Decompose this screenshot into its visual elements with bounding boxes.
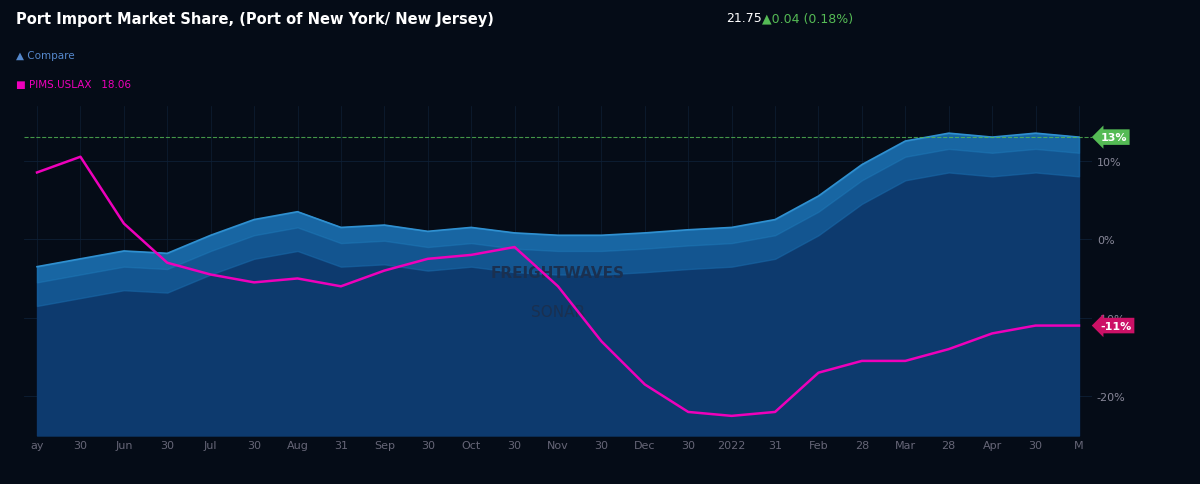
Text: 21.75: 21.75 [726,12,762,25]
Text: ▲ Compare: ▲ Compare [16,51,74,61]
Text: 13%: 13% [1100,133,1127,143]
Text: ▲0.04 (0.18%): ▲0.04 (0.18%) [762,12,853,25]
Text: Port Import Market Share, (Port of New York/ New Jersey): Port Import Market Share, (Port of New Y… [16,12,493,27]
Text: ■ PIMS.USLAX   18.06: ■ PIMS.USLAX 18.06 [16,80,131,90]
Text: -11%: -11% [1100,321,1132,331]
Text: FREIGHTWAVES: FREIGHTWAVES [491,266,625,281]
Text: SONAR: SONAR [530,304,586,319]
